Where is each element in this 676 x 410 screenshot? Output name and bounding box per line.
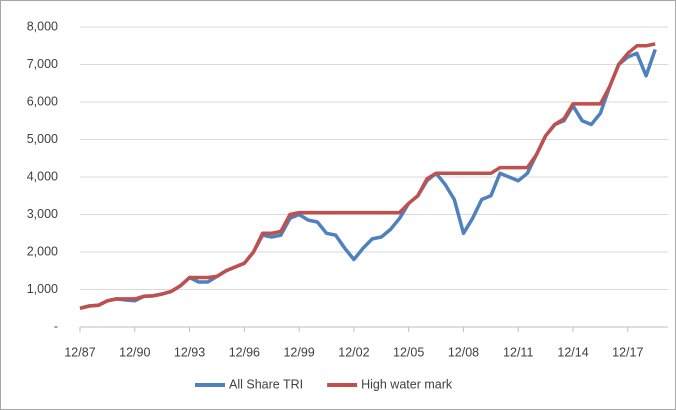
x-tick-label: 12/02 bbox=[338, 345, 369, 359]
x-tick-label: 12/11 bbox=[503, 345, 533, 359]
legend-label: High water mark bbox=[361, 377, 453, 391]
y-tick-label: 5,000 bbox=[27, 132, 58, 146]
x-tick-label: 12/96 bbox=[229, 345, 260, 359]
x-tick-label: 12/14 bbox=[557, 345, 588, 359]
y-tick-label: - bbox=[54, 319, 58, 333]
x-tick-label: 12/99 bbox=[283, 345, 314, 359]
y-tick-label: 7,000 bbox=[27, 57, 58, 71]
legend-label: All Share TRI bbox=[229, 377, 303, 391]
x-tick-label: 12/90 bbox=[119, 345, 150, 359]
x-tick-label: 12/08 bbox=[448, 345, 479, 359]
y-tick-label: 6,000 bbox=[27, 94, 58, 108]
y-tick-label: 1,000 bbox=[27, 282, 58, 296]
y-tick-label: 3,000 bbox=[27, 207, 58, 221]
x-tick-label: 12/05 bbox=[393, 345, 424, 359]
y-tick-label: 4,000 bbox=[27, 169, 58, 183]
series-line bbox=[79, 42, 656, 310]
y-tick-label: 2,000 bbox=[27, 244, 58, 258]
y-tick-label: 8,000 bbox=[27, 19, 58, 33]
x-tick-label: 12/17 bbox=[612, 345, 643, 359]
x-tick-label: 12/93 bbox=[174, 345, 205, 359]
x-tick-label: 12/87 bbox=[64, 345, 95, 359]
